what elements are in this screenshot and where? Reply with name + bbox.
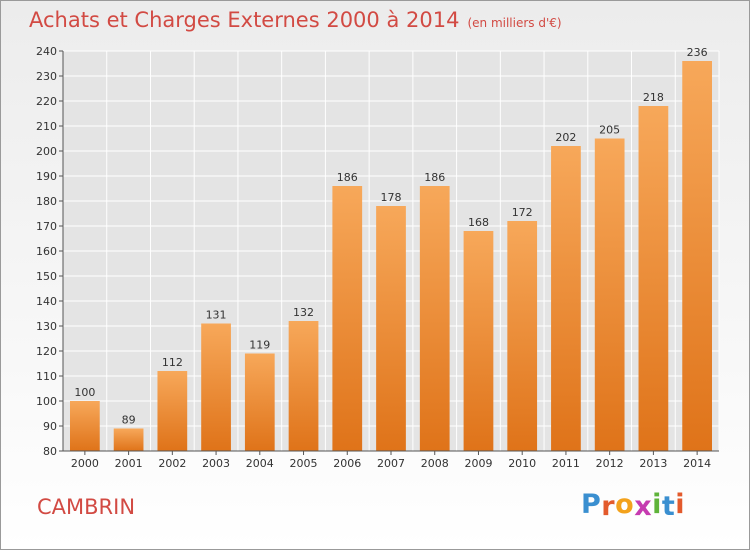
- y-tick-label: 110: [36, 370, 57, 383]
- logo-letter: P: [581, 489, 602, 520]
- y-tick-label: 130: [36, 320, 57, 333]
- x-tick-label: 2007: [377, 457, 405, 470]
- bar: [288, 321, 319, 451]
- commune-name: CAMBRIN: [37, 495, 136, 519]
- x-tick-label: 2003: [202, 457, 230, 470]
- data-label: 112: [162, 356, 183, 369]
- data-label: 131: [206, 309, 227, 322]
- y-tick-label: 230: [36, 70, 57, 83]
- x-tick-label: 2002: [158, 457, 186, 470]
- bar: [201, 323, 231, 451]
- x-tick-label: 2000: [71, 457, 99, 470]
- x-tick-label: 2012: [596, 457, 624, 470]
- logo-letter: t: [661, 491, 676, 522]
- data-label: 202: [555, 131, 576, 144]
- data-label: 132: [293, 306, 314, 319]
- x-tick-label: 2013: [639, 457, 667, 470]
- y-tick-label: 220: [36, 95, 57, 108]
- data-label: 186: [424, 171, 445, 184]
- data-label: 236: [687, 46, 708, 59]
- data-label: 205: [599, 124, 620, 137]
- bar: [376, 206, 406, 451]
- x-tick-label: 2004: [246, 457, 274, 470]
- logo-letter: x: [634, 491, 653, 522]
- data-label: 218: [643, 91, 664, 104]
- bar: [332, 186, 363, 451]
- x-tick-label: 2009: [464, 457, 492, 470]
- y-tick-label: 170: [36, 220, 57, 233]
- y-tick-label: 210: [36, 120, 57, 133]
- y-tick-label: 140: [36, 295, 57, 308]
- y-tick-label: 80: [43, 445, 57, 458]
- chart-title: Achats et Charges Externes 2000 à 2014: [29, 8, 460, 32]
- data-label: 100: [74, 386, 95, 399]
- x-tick-label: 2010: [508, 457, 536, 470]
- proxiti-logo: Proxiti: [581, 489, 686, 522]
- title-row: Achats et Charges Externes 2000 à 2014 (e…: [29, 8, 562, 32]
- x-tick-label: 2001: [115, 457, 143, 470]
- bar: [638, 106, 669, 451]
- logo-letter: o: [615, 489, 635, 520]
- y-tick-label: 180: [36, 195, 57, 208]
- y-tick-label: 200: [36, 145, 57, 158]
- logo-letter: r: [601, 491, 616, 522]
- data-label: 119: [249, 339, 270, 352]
- logo-letter: i: [675, 489, 686, 520]
- bar: [419, 186, 450, 451]
- logo-letter: i: [652, 489, 662, 520]
- chart-unit: (en milliers d'€): [467, 16, 562, 30]
- y-tick-label: 90: [43, 420, 57, 433]
- bar: [69, 401, 100, 451]
- bar: [113, 428, 144, 451]
- y-tick-label: 160: [36, 245, 57, 258]
- data-label: 89: [122, 414, 136, 427]
- y-tick-label: 100: [36, 395, 57, 408]
- bar: [551, 146, 581, 451]
- bar: [682, 61, 713, 451]
- y-tick-label: 150: [36, 270, 57, 283]
- bar: [157, 371, 188, 451]
- data-label: 186: [337, 171, 358, 184]
- y-tick-label: 240: [36, 45, 57, 58]
- data-label: 178: [381, 191, 402, 204]
- x-tick-label: 2014: [683, 457, 711, 470]
- bar: [594, 138, 625, 451]
- data-label: 168: [468, 216, 489, 229]
- x-tick-label: 2005: [290, 457, 318, 470]
- y-tick-label: 190: [36, 170, 57, 183]
- bar: [507, 221, 538, 451]
- bar: [463, 231, 494, 451]
- x-tick-label: 2011: [552, 457, 580, 470]
- bar: [244, 353, 275, 451]
- data-label: 172: [512, 206, 533, 219]
- x-tick-label: 2008: [421, 457, 449, 470]
- y-tick-label: 120: [36, 345, 57, 358]
- x-tick-label: 2006: [333, 457, 361, 470]
